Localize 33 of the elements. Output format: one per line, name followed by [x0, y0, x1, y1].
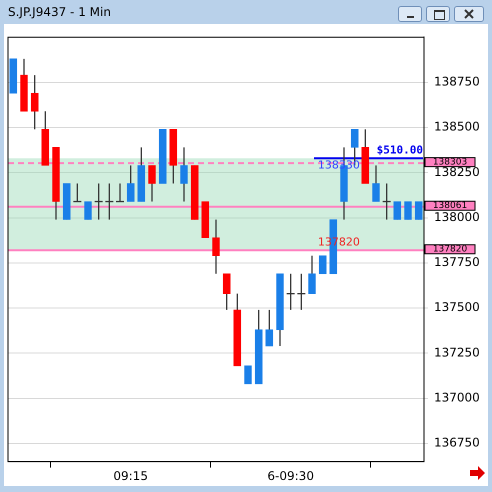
candlestick	[126, 164, 134, 202]
candlestick	[372, 164, 380, 202]
candlestick	[414, 200, 422, 220]
y-tick-label: 137750	[434, 255, 480, 270]
candlestick	[84, 200, 92, 220]
x-tick-label: 09:15	[113, 468, 148, 483]
y-tick-label: 138250	[434, 164, 480, 179]
y-tick-label: 138750	[434, 74, 480, 88]
y-tick-label: 138000	[434, 210, 480, 224]
ref-line-label: 138303	[432, 157, 468, 168]
y-tick-label: 137250	[434, 345, 480, 360]
candlestick	[308, 255, 316, 294]
candlestick	[148, 164, 156, 202]
candlestick	[244, 366, 252, 384]
band-label: $510.00	[376, 144, 423, 157]
candlestick	[394, 200, 402, 220]
candlestick	[212, 218, 220, 274]
y-tick-label: 137000	[434, 390, 480, 405]
x-tick-label: 6-09:30	[267, 468, 314, 483]
ref-line-label: 138061	[432, 201, 468, 212]
y-tick-label: 137500	[434, 300, 480, 314]
candlestick	[30, 74, 38, 130]
candlestick	[318, 255, 326, 274]
chart-title: S.JP.J9437 - 1 Min	[8, 5, 111, 19]
candlestick	[404, 200, 412, 220]
candlestick	[296, 273, 306, 311]
candlestick	[286, 273, 296, 311]
candlestick	[180, 146, 188, 202]
y-tick-label: 136750	[434, 436, 480, 450]
candlestick	[222, 273, 230, 311]
y-tick-label: 138500	[434, 120, 480, 134]
candlestick	[266, 309, 274, 347]
ref-line-label: 137820	[432, 244, 468, 255]
